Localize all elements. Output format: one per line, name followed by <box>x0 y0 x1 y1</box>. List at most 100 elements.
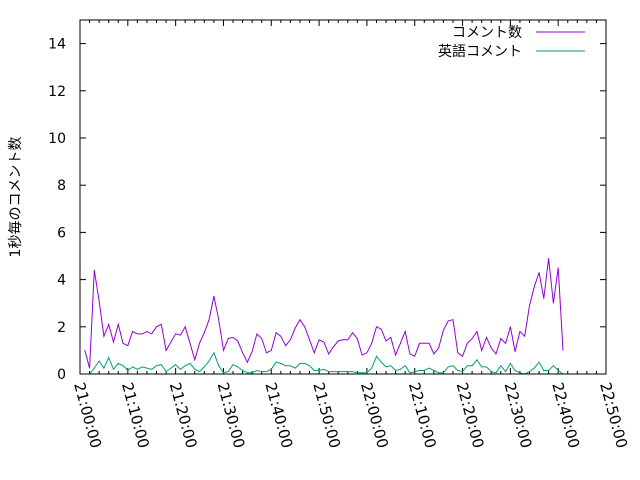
data-point <box>366 352 368 354</box>
data-point <box>313 352 315 354</box>
data-point <box>294 367 296 369</box>
data-point <box>208 360 210 362</box>
data-point <box>462 371 463 373</box>
data-point <box>218 319 220 321</box>
data-point <box>299 362 301 364</box>
data-point <box>223 372 224 374</box>
data-point <box>160 364 162 365</box>
data-point <box>533 286 535 288</box>
data-point <box>548 370 550 371</box>
data-point <box>361 372 363 374</box>
data-point <box>481 350 483 351</box>
data-point <box>395 370 396 371</box>
data-point <box>290 339 291 341</box>
data-point <box>557 370 559 371</box>
data-point <box>328 353 330 355</box>
y-tick-label: 10 <box>48 131 66 147</box>
data-point <box>246 372 248 374</box>
data-point <box>213 295 215 297</box>
data-point <box>419 370 420 371</box>
data-point <box>486 366 487 368</box>
data-point <box>466 365 468 367</box>
x-tick-label: 21:20:00 <box>166 380 201 450</box>
data-point <box>122 342 124 344</box>
data-point <box>333 371 334 373</box>
data-point <box>356 338 358 339</box>
data-point <box>237 340 239 342</box>
data-point <box>414 371 416 373</box>
data-point <box>113 368 114 370</box>
data-point <box>160 324 162 325</box>
data-point <box>189 342 191 344</box>
data-point <box>208 319 210 321</box>
data-point <box>361 354 363 356</box>
data-point <box>390 337 392 338</box>
data-point <box>146 367 148 369</box>
data-point <box>385 366 387 368</box>
data-point <box>500 338 502 339</box>
data-point <box>103 335 105 337</box>
data-point <box>165 350 167 351</box>
data-point <box>323 368 325 370</box>
data-point <box>280 335 282 337</box>
data-point <box>194 359 196 361</box>
data-point <box>385 340 387 342</box>
data-point <box>232 337 234 338</box>
data-point <box>223 350 224 351</box>
data-point <box>557 267 559 269</box>
data-point <box>108 357 110 358</box>
data-point <box>409 353 411 355</box>
data-point <box>514 370 516 371</box>
data-point <box>342 339 344 341</box>
data-point <box>199 371 200 373</box>
data-point <box>189 362 191 364</box>
data-point <box>246 361 248 363</box>
data-point <box>337 371 339 373</box>
data-point <box>471 338 473 339</box>
data-point <box>141 333 143 335</box>
data-point <box>304 326 306 328</box>
legend-label-english-comments: 英語コメント <box>438 43 522 60</box>
y-tick-label: 4 <box>57 273 66 289</box>
data-point <box>184 326 186 328</box>
data-point <box>132 331 134 332</box>
data-point <box>232 364 234 365</box>
data-point <box>227 338 229 339</box>
data-point <box>103 367 105 369</box>
data-point <box>299 319 301 321</box>
y-tick-label: 0 <box>57 367 66 383</box>
data-point <box>553 302 554 304</box>
x-tick-label: 22:10:00 <box>405 380 440 450</box>
data-point <box>529 371 530 373</box>
data-point <box>170 341 172 343</box>
data-point <box>184 365 186 367</box>
data-point <box>275 332 277 334</box>
data-point <box>180 334 181 336</box>
data-point <box>509 362 511 364</box>
data-point <box>141 366 143 368</box>
data-point <box>399 368 401 370</box>
data-point <box>165 371 167 373</box>
data-point <box>117 362 119 364</box>
data-point <box>290 365 291 367</box>
data-point <box>237 366 239 368</box>
data-point <box>93 367 95 369</box>
y-tick-label: 14 <box>48 37 66 53</box>
data-point <box>457 370 459 371</box>
data-point <box>352 332 353 334</box>
data-point <box>471 365 473 367</box>
data-point <box>98 360 100 362</box>
data-point <box>256 333 258 335</box>
x-tick-label: 21:50:00 <box>309 380 344 450</box>
data-point <box>423 342 425 344</box>
data-point <box>380 328 382 330</box>
data-point <box>538 272 540 273</box>
data-point <box>146 331 148 332</box>
legend-label-comments: コメント数 <box>452 25 522 41</box>
data-point <box>371 367 373 369</box>
data-point <box>562 350 564 351</box>
data-point <box>500 365 502 367</box>
data-point <box>481 366 483 368</box>
data-point <box>318 339 320 341</box>
data-point <box>313 370 315 371</box>
